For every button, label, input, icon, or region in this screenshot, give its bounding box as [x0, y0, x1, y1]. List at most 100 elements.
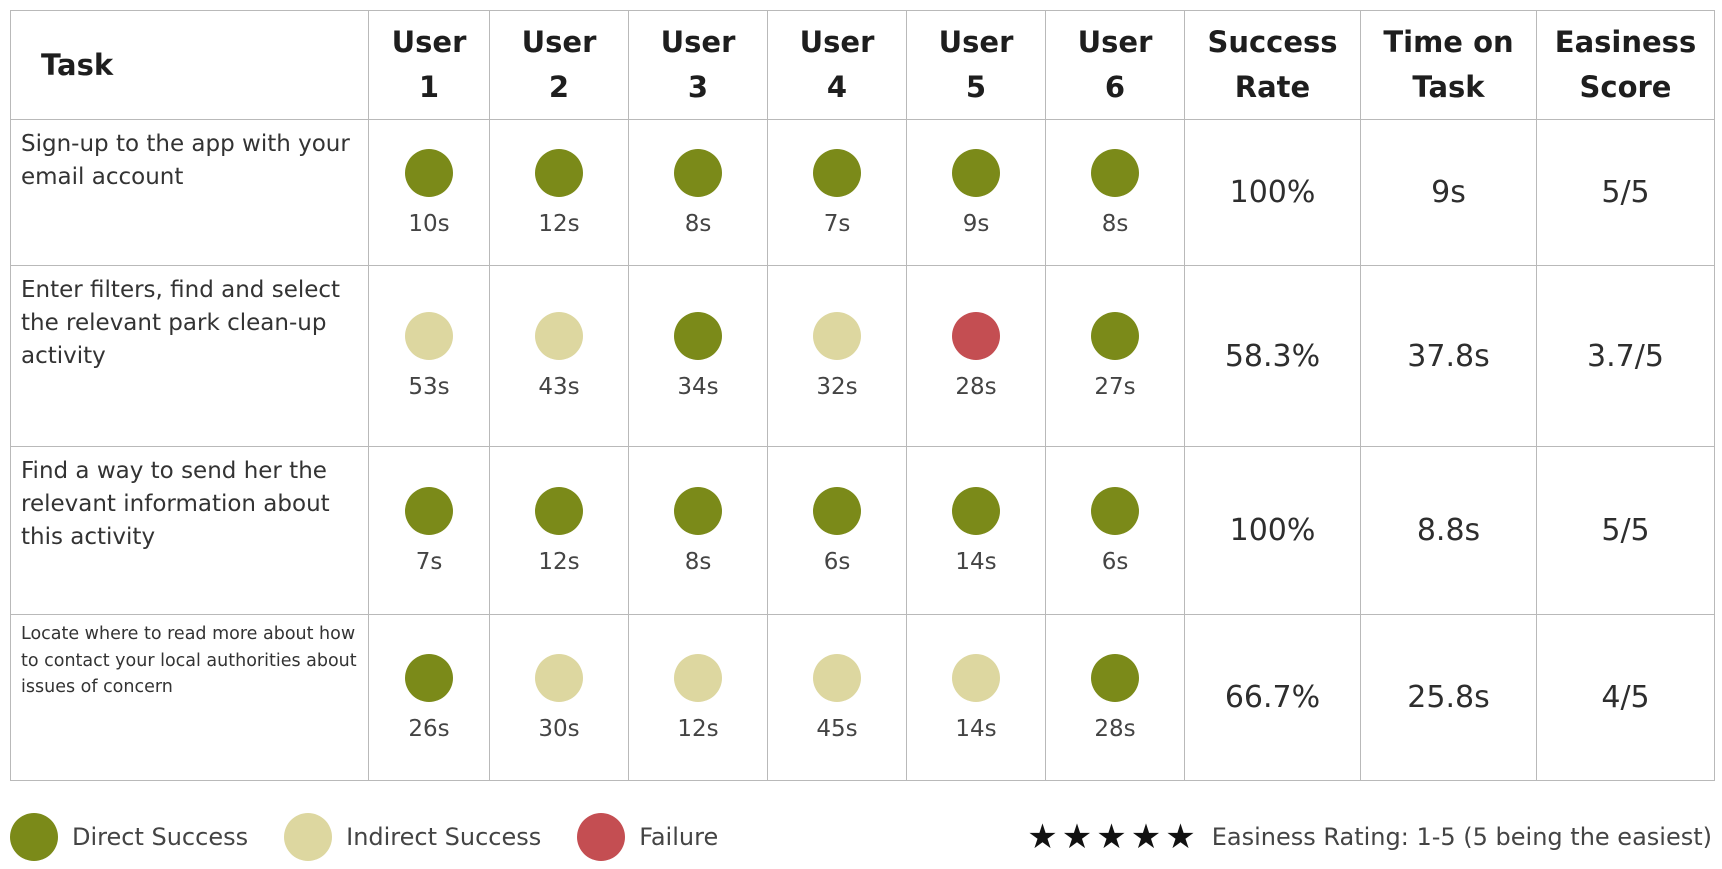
user-result-cell: 14s — [906, 446, 1046, 615]
task-time: 8s — [1101, 210, 1129, 237]
usability-results-table: Task User 1 User 2 User 3 User 4 User 5 User 6… — [10, 10, 1715, 781]
success-rate-column-header: Success Rate — [1184, 10, 1361, 120]
result-status-icon — [1091, 148, 1139, 197]
user-result-cell: 53s — [368, 265, 490, 447]
task-time: 12s — [538, 548, 580, 575]
easiness-score-value: 4/5 — [1536, 614, 1715, 781]
result-status-icon — [952, 486, 1000, 535]
star-icon: ★ — [1061, 817, 1093, 857]
task-time: 9s — [962, 210, 990, 237]
success-rate-value: 100% — [1184, 446, 1361, 615]
success-rate-value: 58.3% — [1184, 265, 1361, 447]
user-result-cell: 8s — [628, 446, 768, 615]
easiness-score-value: 5/5 — [1536, 446, 1715, 615]
user-result-cell: 30s — [489, 614, 629, 781]
star-icon: ★ — [1027, 817, 1058, 857]
result-status-icon — [674, 148, 722, 197]
rating-label: Easiness Rating: 1-5 (5 being the easies… — [1211, 823, 1712, 851]
task-description: Find a way to send her the relevant info… — [10, 446, 369, 615]
result-status-icon — [952, 312, 1000, 360]
task-time: 8s — [684, 548, 712, 575]
result-status-icon — [813, 312, 861, 360]
result-status-icon — [1091, 486, 1139, 535]
user-result-cell: 8s — [1045, 119, 1185, 266]
user-result-cell: 43s — [489, 265, 629, 447]
user-result-cell: 27s — [1045, 265, 1185, 447]
user-result-cell: 28s — [1045, 614, 1185, 781]
legend-label: Failure — [639, 823, 719, 851]
task-time: 7s — [415, 548, 443, 575]
legend-entry-indirect-success: Indirect Success — [284, 813, 541, 861]
star-icon: ★ — [1165, 817, 1196, 857]
user-result-cell: 10s — [368, 119, 490, 266]
legend-label: Indirect Success — [346, 823, 542, 851]
user-6-column-header: User 6 — [1045, 10, 1185, 120]
status-legend: Direct Success Indirect Success Failure — [10, 812, 754, 862]
task-time: 45s — [816, 715, 858, 742]
easiness-score-value: 5/5 — [1536, 119, 1715, 266]
easiness-score-value: 3.7/5 — [1536, 265, 1715, 447]
result-status-icon — [405, 486, 453, 535]
result-status-icon — [405, 312, 453, 360]
legend-entry-direct-success: Direct Success — [10, 813, 248, 861]
user-result-cell: 6s — [1045, 446, 1185, 615]
task-time: 32s — [816, 374, 858, 400]
task-description: Locate where to read more about how to c… — [10, 614, 369, 781]
legend-label: Direct Success — [72, 823, 249, 851]
task-description: Sign-up to the app with your email accou… — [10, 119, 369, 266]
user-result-cell: 26s — [368, 614, 490, 781]
result-status-icon — [952, 653, 1000, 702]
user-4-column-header: User 4 — [767, 10, 907, 120]
result-status-icon — [813, 486, 861, 535]
result-status-icon — [405, 653, 453, 702]
user-1-column-header: User 1 — [368, 10, 490, 120]
task-time: 28s — [1094, 715, 1136, 742]
result-status-icon — [535, 148, 583, 197]
result-status-icon — [813, 653, 861, 702]
result-status-icon — [1091, 312, 1139, 360]
time-on-task-value: 8.8s — [1360, 446, 1537, 615]
user-result-cell: 28s — [906, 265, 1046, 447]
header-row: Task User 1 User 2 User 3 User 4 User 5 User 6… — [10, 10, 1715, 120]
task-time: 12s — [538, 210, 580, 237]
table-row: Locate where to read more about how to c… — [10, 614, 1715, 781]
task-description: Enter filters, find and select the relev… — [10, 265, 369, 447]
result-status-icon — [813, 148, 861, 197]
direct-success-swatch — [10, 813, 58, 861]
user-result-cell: 45s — [767, 614, 907, 781]
legend-entry-failure: Failure — [577, 813, 718, 861]
easiness-rating-note: ★ ★ ★ ★ ★ Easiness Rating: 1-5 (5 being the … — [1027, 812, 1712, 862]
rating-stars: ★ ★ ★ ★ ★ — [1027, 820, 1199, 854]
user-result-cell: 32s — [767, 265, 907, 447]
failure-swatch — [577, 813, 626, 861]
user-result-cell: 12s — [489, 119, 629, 266]
table-row: Enter filters, find and select the relev… — [10, 265, 1715, 447]
task-time: 27s — [1094, 374, 1136, 400]
result-status-icon — [535, 653, 583, 702]
user-3-column-header: User 3 — [628, 10, 768, 120]
result-status-icon — [674, 653, 722, 702]
star-icon: ★ — [1096, 817, 1127, 857]
user-result-cell: 12s — [489, 446, 629, 615]
result-status-icon — [674, 312, 722, 360]
user-5-column-header: User 5 — [906, 10, 1046, 120]
task-time: 7s — [823, 210, 851, 237]
user-result-cell: 9s — [906, 119, 1046, 266]
result-status-icon — [1091, 653, 1139, 702]
time-on-task-value: 9s — [1360, 119, 1537, 266]
time-on-task-value: 25.8s — [1360, 614, 1537, 781]
time-on-task-value: 37.8s — [1360, 265, 1537, 447]
task-time: 14s — [955, 548, 997, 575]
user-result-cell: 34s — [628, 265, 768, 447]
task-time: 12s — [677, 715, 719, 742]
task-time: 6s — [1101, 548, 1129, 575]
user-result-cell: 6s — [767, 446, 907, 615]
result-status-icon — [535, 312, 583, 360]
user-result-cell: 7s — [368, 446, 490, 615]
table-row: Sign-up to the app with your email accou… — [10, 119, 1715, 266]
task-column-header: Task — [10, 10, 369, 120]
result-status-icon — [535, 486, 583, 535]
user-result-cell: 8s — [628, 119, 768, 266]
user-result-cell: 12s — [628, 614, 768, 781]
success-rate-value: 100% — [1184, 119, 1361, 266]
